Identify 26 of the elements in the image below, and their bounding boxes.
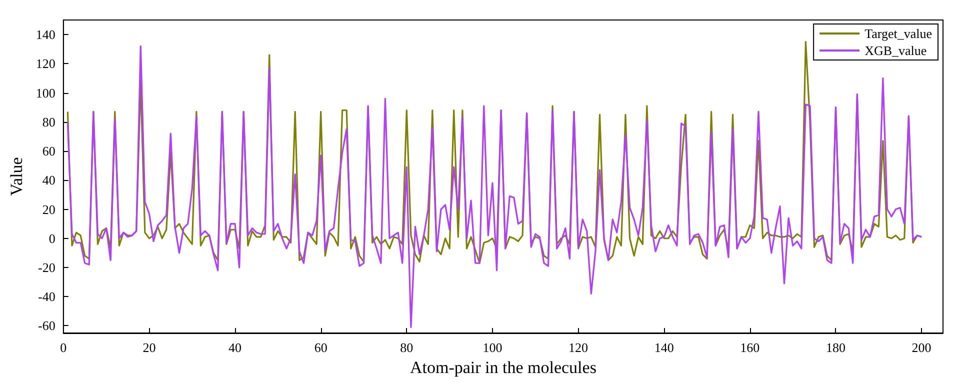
legend-label: Target_value (864, 26, 932, 41)
x-tick-label: 80 (400, 340, 414, 355)
x-tick-label: 60 (314, 340, 328, 355)
y-tick-label: 40 (42, 172, 56, 188)
x-tick-label: 100 (482, 340, 502, 355)
x-tick-label: 20 (142, 340, 156, 355)
x-tick-label: 160 (740, 340, 760, 355)
y-axis-title: Value (7, 157, 26, 196)
x-tick-label: 140 (654, 340, 674, 355)
x-tick-label: 200 (912, 340, 932, 355)
x-tick-label: 0 (60, 340, 67, 355)
x-tick-label: 40 (228, 340, 242, 355)
y-tick-label: 80 (42, 114, 56, 130)
y-tick-label: 20 (42, 202, 56, 217)
y-tick-label: 120 (36, 56, 56, 72)
y-tick-label: -20 (38, 260, 56, 275)
x-axis-title: Atom-pair in the molecules (410, 358, 596, 377)
y-tick-label: -40 (38, 289, 56, 304)
x-tick-label: 180 (826, 340, 846, 355)
y-tick-label: 100 (36, 85, 56, 100)
y-tick-label: -60 (38, 318, 56, 334)
legend-label: XGB_value (864, 43, 927, 58)
y-tick-label: 60 (42, 144, 56, 159)
y-tick-label: 140 (36, 27, 56, 42)
x-tick-label: 120 (568, 340, 588, 355)
y-tick-label: 0 (48, 230, 56, 246)
